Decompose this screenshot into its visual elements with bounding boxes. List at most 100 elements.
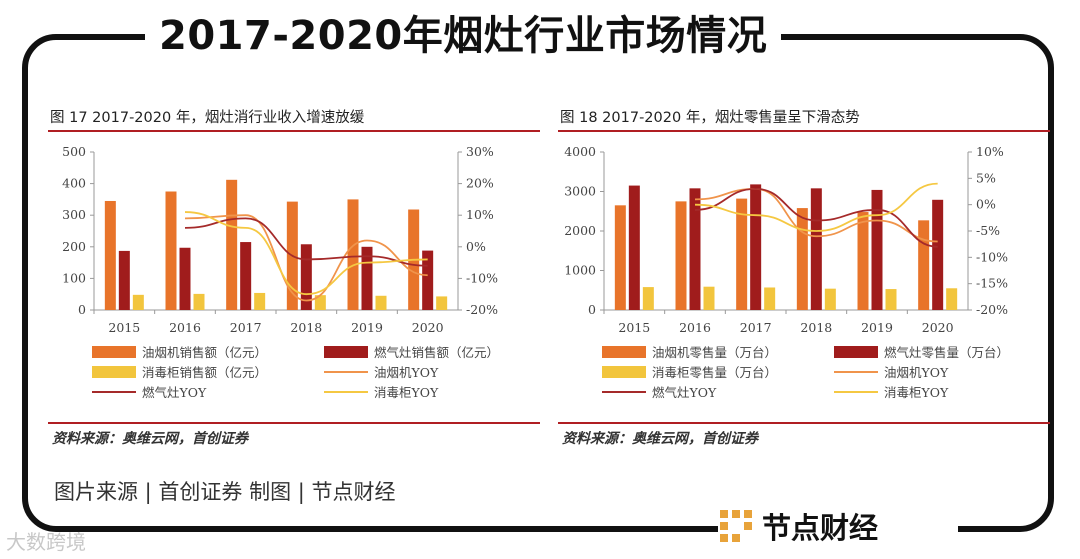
y2-tick-label: 30% bbox=[466, 144, 494, 159]
bar bbox=[764, 287, 776, 310]
y2-tick-label: -20% bbox=[976, 302, 1008, 317]
bar bbox=[361, 246, 373, 310]
series-line bbox=[184, 214, 428, 302]
y2-tick-label: -15% bbox=[976, 276, 1008, 291]
bar bbox=[796, 208, 808, 310]
chart-title: 图 18 2017-2020 年，烟灶零售量呈下滑态势 bbox=[560, 110, 860, 126]
y-tick-label: 500 bbox=[62, 144, 86, 159]
bar bbox=[300, 244, 312, 310]
bar bbox=[314, 295, 326, 310]
legend-label: 燃气灶YOY bbox=[652, 385, 717, 400]
bar bbox=[810, 188, 822, 310]
bar bbox=[132, 294, 144, 310]
x-tick-label: 2019 bbox=[351, 320, 383, 335]
volume-chart: 4000 3000 2000 1000 0 10% 5% 0% -5% -10% -15% -20% 2… bbox=[564, 144, 1009, 400]
legend-label: 消毒柜YOY bbox=[374, 385, 439, 400]
y2-tick-label: 0% bbox=[976, 197, 996, 212]
bar bbox=[736, 198, 748, 310]
x-tick-label: 2018 bbox=[800, 320, 832, 335]
bar bbox=[347, 199, 359, 310]
x-tick-label: 2015 bbox=[108, 320, 140, 335]
y-tick-label: 0 bbox=[588, 302, 596, 317]
bar bbox=[436, 296, 448, 310]
legend-swatch bbox=[834, 346, 878, 358]
chart-source: 资料来源：奥维云网，首创证券 bbox=[52, 431, 248, 447]
bar bbox=[254, 292, 266, 310]
bar bbox=[946, 288, 958, 310]
y2-tick-label: 0% bbox=[466, 239, 486, 254]
brand-logo: 节点财经 bbox=[718, 500, 958, 552]
y-tick-label: 400 bbox=[62, 176, 86, 191]
y2-tick-label: -20% bbox=[466, 302, 498, 317]
source-divider bbox=[48, 422, 540, 424]
chart-panel-volume: 图 18 2017-2020 年，烟灶零售量呈下滑态势 4000 3000 2000… bbox=[558, 98, 1050, 458]
legend-label: 燃气灶零售量（万台） bbox=[884, 345, 1009, 360]
x-tick-label: 2017 bbox=[740, 320, 772, 335]
x-tick-label: 2016 bbox=[679, 320, 711, 335]
series-line bbox=[694, 182, 938, 232]
chart-source: 资料来源：奥维云网，首创证券 bbox=[562, 431, 758, 447]
x-tick-label: 2020 bbox=[922, 320, 954, 335]
y-tick-label: 1000 bbox=[564, 263, 596, 278]
y-tick-label: 200 bbox=[62, 239, 86, 254]
legend-swatch bbox=[92, 346, 136, 358]
y2-tick-label: 5% bbox=[976, 170, 996, 185]
bar bbox=[193, 293, 205, 310]
bar bbox=[824, 288, 836, 310]
y2-tick-label: 10% bbox=[976, 144, 1004, 159]
x-tick-label: 2020 bbox=[412, 320, 444, 335]
legend-swatch bbox=[324, 346, 368, 358]
revenue-chart: 500 400 300 200 100 0 30% 20% 10% 0% -10% -20% 2015 2… bbox=[62, 144, 499, 400]
source-divider bbox=[558, 422, 1050, 424]
bar bbox=[750, 184, 762, 310]
legend-label: 消毒柜YOY bbox=[884, 385, 949, 400]
y2-tick-label: 10% bbox=[466, 207, 494, 222]
legend-label: 消毒柜销售额（亿元） bbox=[142, 365, 267, 380]
bar bbox=[918, 220, 930, 310]
y-tick-label: 300 bbox=[62, 207, 86, 222]
y2-tick-label: -10% bbox=[466, 270, 498, 285]
y-tick-label: 100 bbox=[62, 270, 86, 285]
legend-label: 油烟机零售量（万台） bbox=[652, 345, 777, 360]
bar bbox=[642, 287, 654, 310]
legend-label: 燃气灶YOY bbox=[142, 385, 207, 400]
y-tick-label: 2000 bbox=[564, 223, 596, 238]
footer-credit: 图片来源 | 首创证券 制图 | 节点财经 bbox=[54, 480, 396, 504]
bar bbox=[675, 201, 687, 310]
brand-name: 节点财经 bbox=[762, 511, 879, 545]
x-tick-label: 2019 bbox=[861, 320, 893, 335]
bar bbox=[628, 185, 640, 310]
bar bbox=[240, 242, 252, 310]
bar bbox=[885, 289, 897, 310]
legend-label: 油烟机YOY bbox=[884, 365, 949, 380]
bar bbox=[614, 205, 626, 310]
bar bbox=[226, 179, 238, 310]
y2-tick-label: -10% bbox=[976, 249, 1008, 264]
bar bbox=[871, 189, 883, 310]
bar bbox=[703, 286, 715, 310]
x-tick-label: 2016 bbox=[169, 320, 201, 335]
series-line bbox=[694, 187, 938, 243]
series-line bbox=[694, 187, 938, 248]
bar bbox=[689, 188, 701, 310]
legend-swatch bbox=[602, 346, 646, 358]
legend-label: 油烟机YOY bbox=[374, 365, 439, 380]
title-divider bbox=[48, 130, 540, 132]
legend-swatch bbox=[92, 366, 136, 378]
y-tick-label: 0 bbox=[78, 302, 86, 317]
chart-title: 图 17 2017-2020 年，烟灶消行业收入增速放缓 bbox=[50, 110, 365, 126]
y2-tick-label: -5% bbox=[976, 223, 1000, 238]
title-divider bbox=[558, 130, 1050, 132]
bar bbox=[375, 295, 387, 310]
legend-label: 燃气灶销售额（亿元） bbox=[374, 345, 499, 360]
legend-label: 消毒柜零售量（万台） bbox=[652, 365, 777, 380]
watermark: 大数跨境 bbox=[6, 530, 86, 554]
y-tick-label: 3000 bbox=[564, 184, 596, 199]
x-tick-label: 2015 bbox=[618, 320, 650, 335]
x-tick-label: 2018 bbox=[290, 320, 322, 335]
bar bbox=[104, 200, 116, 310]
y-tick-label: 4000 bbox=[564, 144, 596, 159]
y2-tick-label: 20% bbox=[466, 176, 494, 191]
x-tick-label: 2017 bbox=[230, 320, 262, 335]
bar bbox=[857, 212, 869, 310]
